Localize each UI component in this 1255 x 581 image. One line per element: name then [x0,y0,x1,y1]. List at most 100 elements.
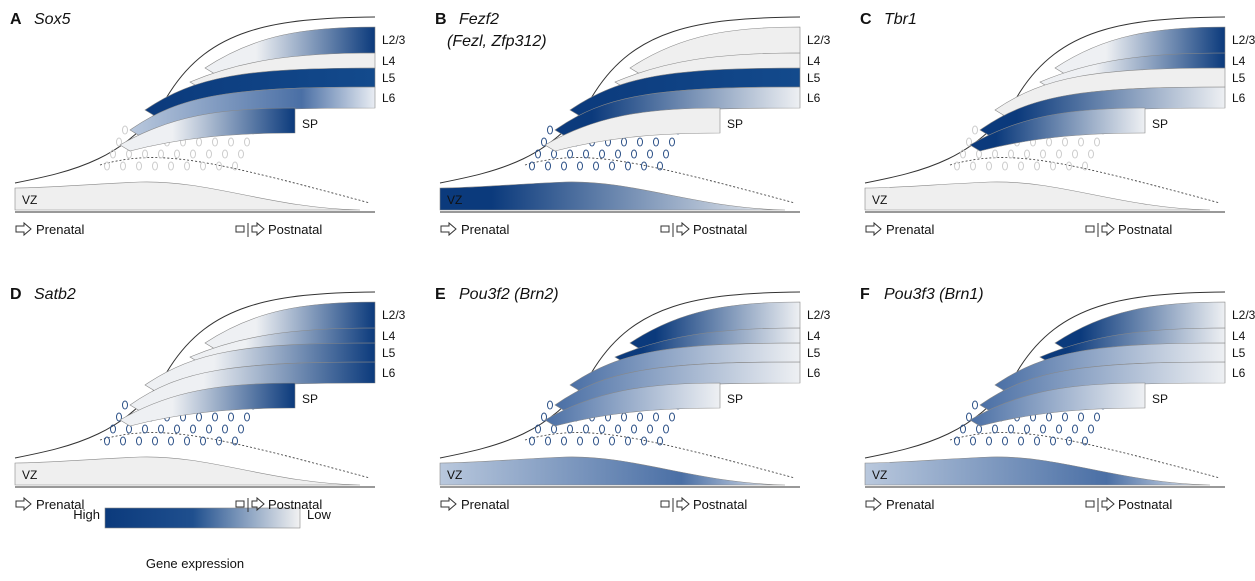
layer-label: L6 [807,91,821,105]
vz-band [440,457,785,485]
legend-caption: Gene expression [146,556,244,571]
postnatal-bar [236,226,244,232]
migrating-cell [121,437,126,445]
prenatal-arrow [16,223,31,235]
migrating-cell [670,413,675,421]
postnatal-bar [236,501,244,507]
migrating-cell [1073,425,1078,433]
migrating-cell [530,437,535,445]
migrating-cell [175,150,180,158]
panel-letter: A [10,11,22,28]
migrating-cell [548,126,553,134]
migrating-cell [584,425,589,433]
prenatal-arrow [16,498,31,510]
migrating-cell [123,401,128,409]
layer-label: L4 [382,54,396,68]
migrating-cell [578,162,583,170]
postnatal-label: Postnatal [1118,222,1172,237]
migrating-cell [955,437,960,445]
migrating-cell [1009,150,1014,158]
migrating-cell [973,401,978,409]
migrating-cell [213,413,218,421]
panel-letter: C [860,11,872,28]
postnatal-bar [661,501,669,507]
migrating-cell [632,425,637,433]
migrating-cell [229,413,234,421]
prenatal-arrow [866,498,881,510]
migrating-cell [600,150,605,158]
postnatal-label: Postnatal [693,222,747,237]
migrating-cell [143,425,148,433]
prenatal-label: Prenatal [461,497,510,512]
layer-label: SP [727,392,743,406]
migrating-cell [622,413,627,421]
migrating-cell [207,150,212,158]
legend: High Low Gene expression [73,507,331,571]
migrating-cell [153,162,158,170]
postnatal-bar [661,226,669,232]
migrating-cell [626,437,631,445]
migrating-cell [654,138,659,146]
vz-band [865,457,1210,485]
migrating-cell [594,437,599,445]
migrating-cell [245,138,250,146]
layer-label: L2/3 [382,308,406,322]
layer-label: L2/3 [1232,33,1255,47]
prenatal-label: Prenatal [461,222,510,237]
postnatal-arrow [677,223,689,235]
migrating-cell [1057,150,1062,158]
migrating-cell [191,150,196,158]
prenatal-label: Prenatal [36,497,85,512]
vz-label: VZ [447,468,462,482]
vz-band [440,182,785,210]
postnatal-label: Postnatal [1118,497,1172,512]
postnatal-label: Postnatal [268,222,322,237]
layer-label: SP [727,117,743,131]
migrating-cell [1063,413,1068,421]
migrating-cell [600,425,605,433]
migrating-cell [1067,162,1072,170]
layer-label: SP [1152,117,1168,131]
layer-label: L4 [807,329,821,343]
migrating-cell [971,162,976,170]
migrating-cell [1095,138,1100,146]
migrating-cell [648,425,653,433]
layer-label: L5 [1232,346,1246,360]
prenatal-label: Prenatal [886,497,935,512]
postnatal-bar [1086,226,1094,232]
postnatal-arrow [677,498,689,510]
migrating-cell [610,437,615,445]
layer-label: SP [1152,392,1168,406]
migrating-cell [1009,425,1014,433]
migrating-cell [1003,162,1008,170]
migrating-cell [1089,150,1094,158]
migrating-cell [123,126,128,134]
layer-label: L6 [807,366,821,380]
layer-label: L5 [1232,71,1246,85]
migrating-cell [137,162,142,170]
layer-label: SP [302,392,318,406]
migrating-cell [546,437,551,445]
layer-label: L2/3 [382,33,406,47]
figure: High Low Gene expression A Sox5 VZ L2/3 L4 L5… [0,0,1255,576]
layer-label: L2/3 [807,308,831,322]
migrating-cell [1035,162,1040,170]
migrating-cell [239,150,244,158]
vz-label: VZ [872,193,887,207]
migrating-cell [1019,162,1024,170]
gene-name: Sox5 [34,11,71,28]
panel: BFezf2(Fezl, Zfp312)VZL2/3L4L5L6SPPrenat… [435,11,831,237]
migrating-cell [670,138,675,146]
layer-label: L4 [807,54,821,68]
panel-letter: B [435,11,447,28]
vz-label: VZ [22,468,37,482]
migrating-cell [1073,150,1078,158]
vz-band [15,182,360,210]
migrating-cell [616,425,621,433]
migrating-cell [159,150,164,158]
panel: DSatb2VZL2/3L4L5L6SPPrenatalPostnatal [10,286,406,512]
layer-label: L6 [382,91,396,105]
migrating-cell [105,162,110,170]
migrating-cell [568,425,573,433]
migrating-cell [1003,437,1008,445]
